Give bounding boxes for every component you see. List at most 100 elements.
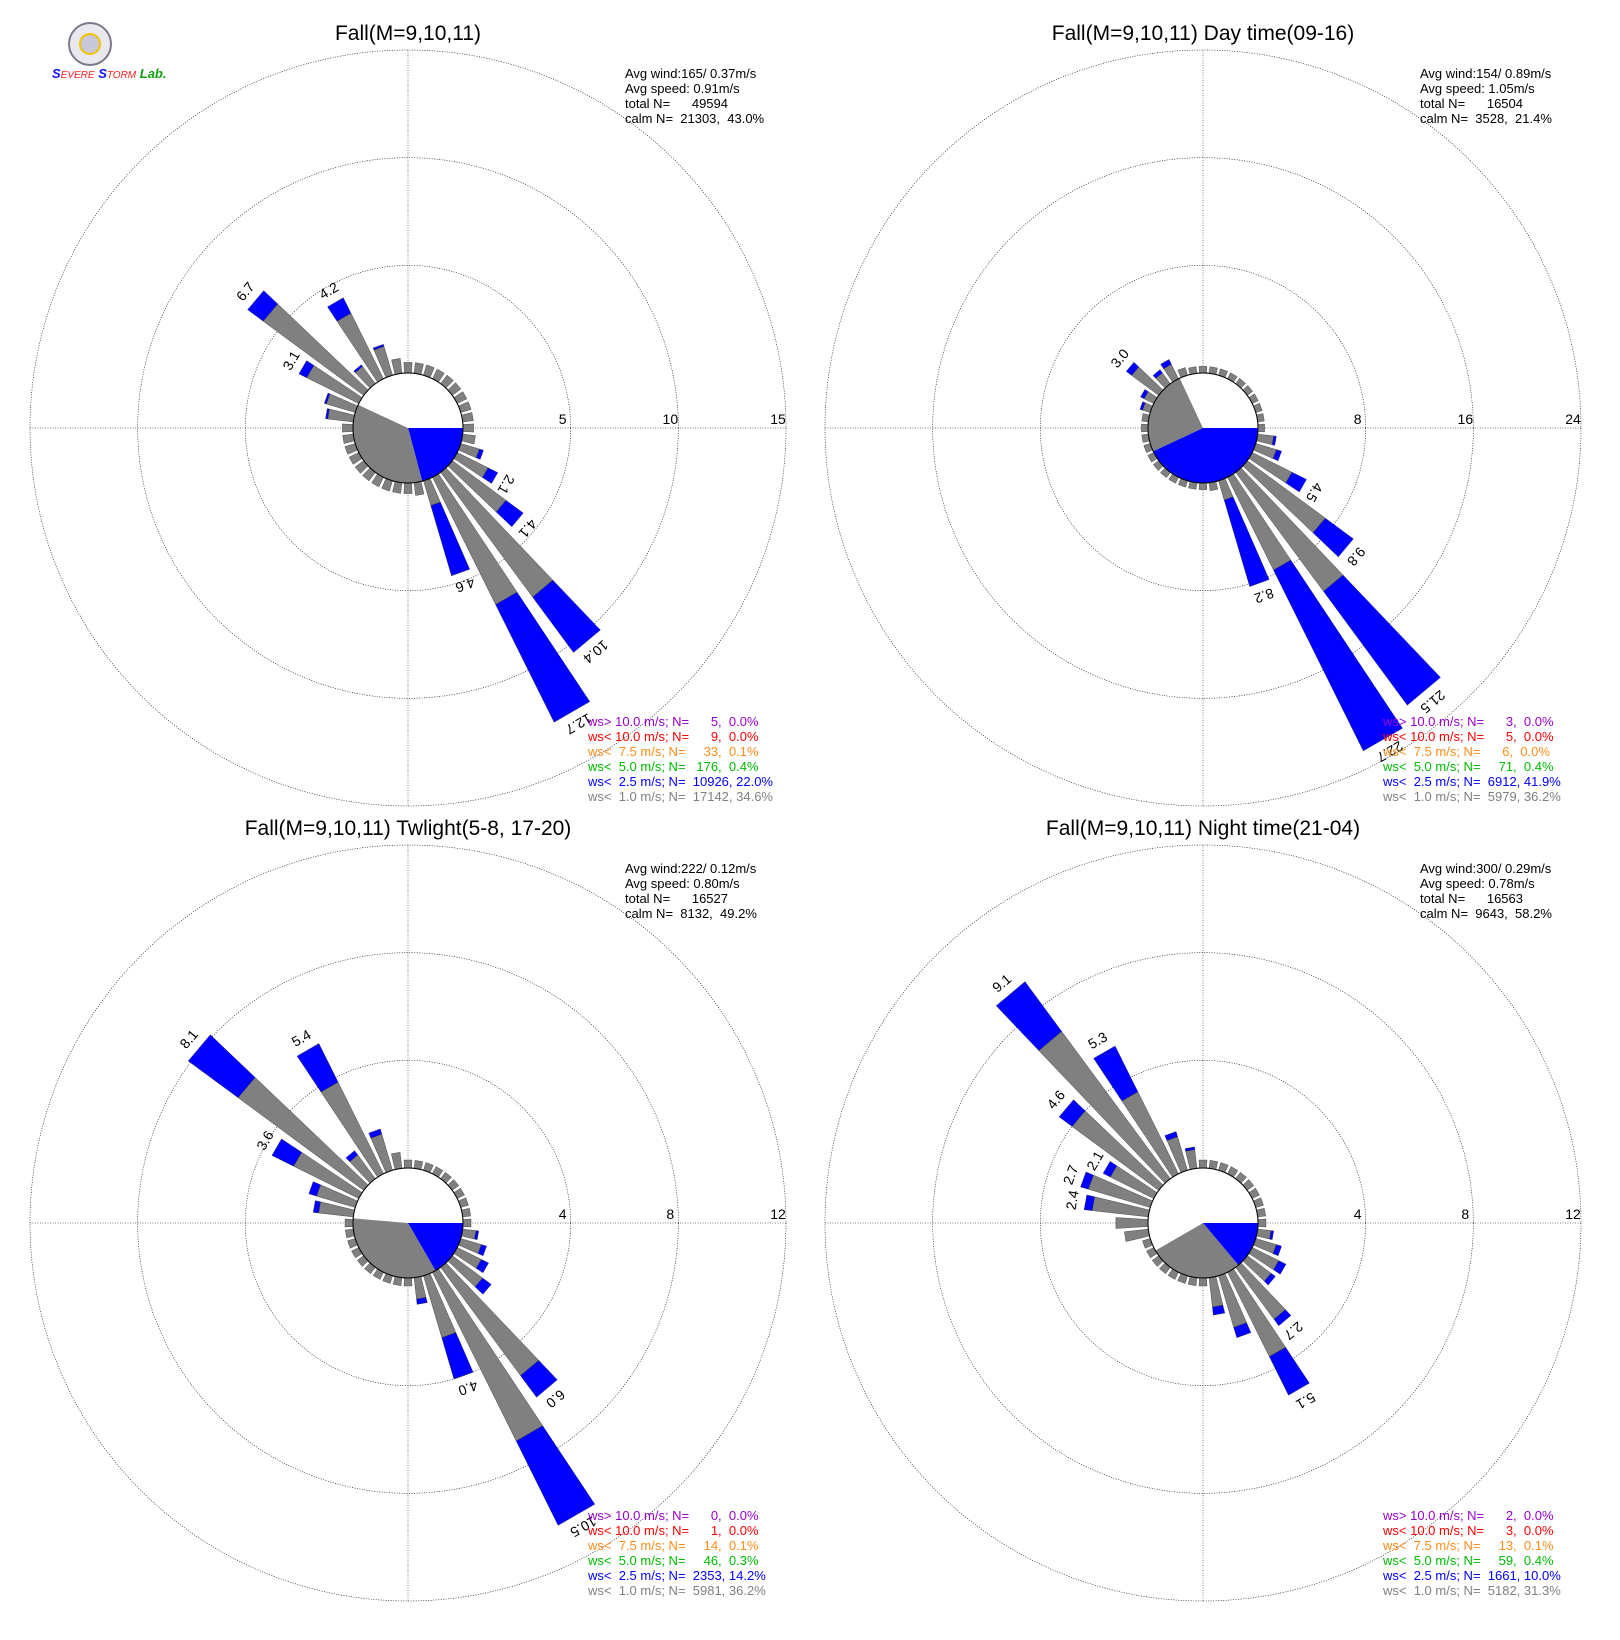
legend-entry: ws> 10.0 m/s; N= 0, 0.0% [587,1508,759,1523]
legend-entry: ws< 10.0 m/s; N= 9, 0.0% [587,729,759,744]
petal-low-speed [1140,389,1149,400]
petal-value-label: 6.0 [543,1387,568,1412]
petal-low-speed [1080,1171,1094,1190]
petal-low-speed [1164,1131,1178,1141]
petal-low-speed [312,1200,321,1214]
petal-low-speed [368,1128,383,1139]
ring-label: 16 [1458,411,1474,427]
wind-rose-panel: 8 16 244.59.821.522.78.23.0Fall(M=9,10,11)… [824,22,1582,807]
ring-label: 24 [1565,411,1581,427]
petal-low-speed [1212,1304,1226,1316]
petal-low-speed [475,448,484,460]
wind-rose-panel: 4 8 122.75.12.42.72.14.69.15.3Fall(M=9,10,… [824,817,1582,1602]
petal-value-label: 5.1 [1293,1389,1318,1413]
legend-entry: ws< 10.0 m/s; N= 3, 0.0% [1382,1523,1554,1538]
ring-label: 4 [559,1206,567,1222]
petal-calm-speed [1198,366,1208,374]
petal-calm-speed [403,482,413,494]
calm-sector [1148,378,1203,452]
legend-entry: ws< 7.5 m/s; N= 13, 0.1% [1382,1538,1554,1553]
petal-low-speed [247,290,278,322]
petal-calm-speed [1185,1149,1198,1170]
petal-low-speed [1152,369,1163,379]
panel-title: Fall(M=9,10,11) Night time(21-04) [1046,817,1360,840]
panel-title: Fall(M=9,10,11) Day time(09-16) [1052,22,1354,45]
calm-sector [358,373,463,428]
petal-low-speed [1273,559,1403,752]
calm-sector [1179,373,1258,428]
petal-low-speed [416,1297,428,1305]
petal-low-speed [325,408,330,420]
petal-low-speed [308,1181,321,1197]
petal-low-speed [1312,517,1354,558]
petal-value-label: 3.1 [279,348,303,373]
calm-sector [1203,1223,1258,1266]
petal-value-label: 8.2 [1252,585,1276,607]
university-seal-icon [68,22,112,66]
petal-low-speed [1125,361,1140,376]
petal-calm-speed [461,412,474,423]
petal-low-speed [345,1150,359,1162]
ring-label: 8 [1461,1206,1469,1222]
petal-calm-speed [1257,423,1265,433]
petal-value-label: 4.1 [515,516,540,541]
calm-outline [1147,372,1259,484]
petal-value-label: 6.7 [233,279,258,304]
petal-calm-speed [342,433,355,444]
petal-low-speed [1271,435,1277,446]
stats-line: Avg wind:222/ 0.12m/s [625,861,757,876]
legend-entry: ws< 7.5 m/s; N= 6, 0.0% [1382,744,1550,759]
petal-calm-speed [1198,1277,1208,1287]
petal-calm-speed [1256,433,1274,445]
petal-low-speed [1139,401,1146,411]
calm-outline [352,372,464,484]
petal-value-label: 2.7 [1281,1319,1306,1344]
petal-value-label: 4.5 [1303,480,1327,505]
calm-sector [1153,428,1258,483]
legend-entry: ws< 1.0 m/s; N= 5981, 36.2% [587,1583,766,1598]
stats-line: total N= 49594 [625,96,728,111]
stats-line: Avg wind:300/ 0.29m/s [1420,861,1552,876]
calm-sector [352,1218,436,1278]
petal-low-speed [1058,1099,1086,1127]
petal-low-speed [187,1034,256,1098]
petal-value-label: 4.6 [453,574,477,596]
petal-calm-speed [1256,1228,1272,1240]
petal-low-speed [1184,1146,1196,1152]
petal-calm-speed [1198,1159,1208,1169]
calm-sector [1155,1223,1239,1278]
petal-low-speed [298,360,315,378]
legend-entry: ws> 10.0 m/s; N= 2, 0.0% [1382,1508,1554,1523]
petal-low-speed [995,981,1062,1051]
legend-entry: ws< 7.5 m/s; N= 33, 0.1% [587,744,759,759]
legend-entry: ws< 10.0 m/s; N= 5, 0.0% [1382,729,1554,744]
petal-low-speed [1223,496,1270,587]
petal-low-speed [1272,449,1282,462]
legend-entry: ws< 7.5 m/s; N= 14, 0.1% [587,1538,759,1553]
ring-label: 4 [1354,1206,1362,1222]
petal-low-speed [1269,1230,1274,1240]
petal-calm-speed [461,1228,477,1240]
petal-calm-speed [462,1218,472,1228]
panel-title: Fall(M=9,10,11) [335,22,481,45]
petal-low-speed [271,1138,302,1167]
wind-rose-panel: 5 10 152.14.110.412.74.63.16.7 4.2Fall(M=9,… [29,22,787,807]
stats-line: total N= 16504 [1420,96,1523,111]
panel-title: Fall(M=9,10,11) Twlight(5-8, 17-20) [245,817,572,840]
legend-entry: ws< 1.0 m/s; N= 17142, 34.6% [587,789,773,804]
legend-entry: ws< 1.0 m/s; N= 5979, 36.2% [1382,789,1561,804]
legend-entry: ws< 2.5 m/s; N= 1661, 10.0% [1382,1568,1561,1583]
petal-calm-speed [344,1218,354,1228]
petal-value-label: 9.8 [1344,544,1369,569]
petal-value-label: 2.1 [1083,1148,1107,1173]
petal-low-speed [477,1244,487,1257]
petal-low-speed [372,344,385,351]
petal-low-speed [1083,1194,1095,1211]
petal-low-speed [1093,1045,1139,1102]
legend-entry: ws< 5.0 m/s; N= 46, 0.3% [587,1553,759,1568]
legend-entry: ws< 2.5 m/s; N= 6912, 41.9% [1382,774,1561,789]
petal-calm-speed [391,1152,403,1170]
ring-label: 8 [1354,411,1362,427]
petal-low-speed [515,1425,596,1526]
